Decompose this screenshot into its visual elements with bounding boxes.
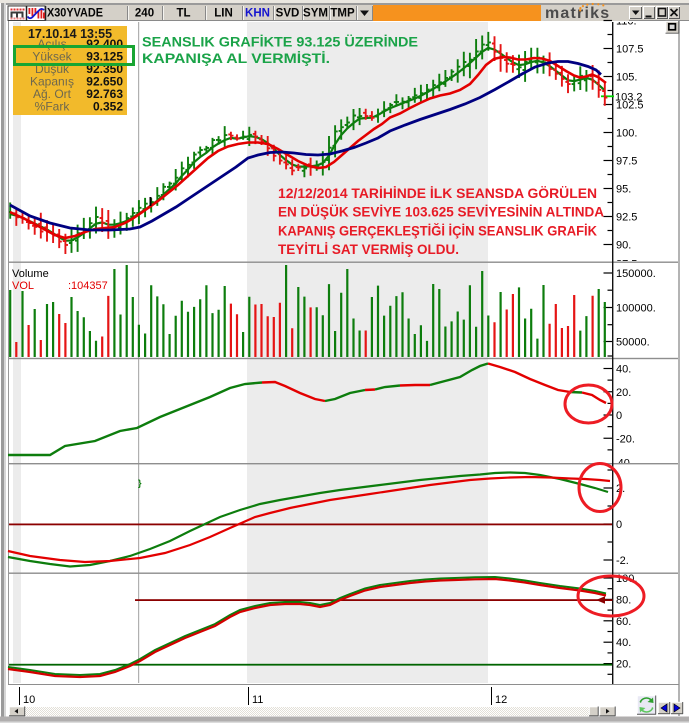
svg-text:150000.: 150000. <box>616 268 656 280</box>
svg-text:40.: 40. <box>616 364 631 376</box>
svg-text:240: 240 <box>135 8 154 20</box>
svg-text:TMP: TMP <box>330 8 355 20</box>
svg-text:10: 10 <box>23 694 35 706</box>
svg-text:-40.: -40. <box>614 458 633 470</box>
svg-text:Yüksek: Yüksek <box>32 50 72 64</box>
svg-text:KAPANIŞA AL VERMİŞTİ.: KAPANIŞA AL VERMİŞTİ. <box>142 51 330 66</box>
svg-text:Kapanış: Kapanış <box>30 75 74 89</box>
svg-text:17.10.14 13:55: 17.10.14 13:55 <box>28 27 112 41</box>
svg-text:0: 0 <box>616 519 622 531</box>
svg-text:0: 0 <box>616 410 622 422</box>
svg-text:matriks: matriks <box>545 5 610 22</box>
svg-text:12/12/2014 TARİHİNDE İLK SEANS: 12/12/2014 TARİHİNDE İLK SEANSDA GÖRÜLEN <box>278 186 597 201</box>
svg-text:LIN: LIN <box>214 8 233 20</box>
svg-text:60.: 60. <box>616 616 631 628</box>
svg-text:SVD: SVD <box>276 8 300 20</box>
svg-text:80.: 80. <box>616 594 631 606</box>
svg-text:100.: 100. <box>616 128 637 140</box>
svg-text:103.2: 103.2 <box>615 92 643 104</box>
svg-text:12: 12 <box>495 694 507 706</box>
svg-text:KHN: KHN <box>245 8 270 20</box>
svg-text:}: } <box>138 478 142 488</box>
svg-text:TL: TL <box>176 8 190 20</box>
svg-text:-20.: -20. <box>616 433 635 445</box>
svg-text:40.: 40. <box>616 637 631 649</box>
svg-text:92.5: 92.5 <box>616 212 637 224</box>
svg-text:11: 11 <box>252 694 263 706</box>
svg-text:87.5: 87.5 <box>616 258 637 270</box>
svg-text:0.352: 0.352 <box>93 100 123 114</box>
svg-text::104357: :104357 <box>68 280 108 292</box>
svg-text:102.5: 102.5 <box>616 100 644 112</box>
svg-text:SEANSLIK GRAFİKTE 93.125 ÜZERİ: SEANSLIK GRAFİKTE 93.125 ÜZERİNDE <box>142 35 418 50</box>
svg-text:105.: 105. <box>616 72 637 84</box>
svg-text:110.: 110. <box>616 16 637 28</box>
svg-text:SYM: SYM <box>303 8 328 20</box>
svg-text:Ağ. Ort: Ağ. Ort <box>33 87 72 101</box>
svg-text:X30YVADE: X30YVADE <box>47 8 103 20</box>
svg-text:93.125: 93.125 <box>86 50 123 64</box>
svg-text:107.5: 107.5 <box>616 44 644 56</box>
svg-text:KAPANIŞ GERÇEKLEŞTİĞİ İÇİN SEA: KAPANIŞ GERÇEKLEŞTİĞİ İÇİN SEANSLIK GRAF… <box>278 223 597 238</box>
svg-text:Volume: Volume <box>12 268 49 280</box>
svg-text:20.: 20. <box>616 659 631 671</box>
svg-text:97.5: 97.5 <box>616 156 637 168</box>
svg-text:92.650: 92.650 <box>86 75 123 89</box>
svg-text:92.763: 92.763 <box>86 87 123 101</box>
svg-text:90.: 90. <box>616 240 631 252</box>
svg-text:VOL: VOL <box>12 280 34 292</box>
svg-text:100000.: 100000. <box>616 303 656 315</box>
svg-text:%Fark: %Fark <box>35 100 71 114</box>
svg-text:20.: 20. <box>616 387 631 399</box>
svg-text:EN DÜŞÜK SEVİYE 103.625 SEVİYE: EN DÜŞÜK SEVİYE 103.625 SEVİYESİNİN ALTI… <box>278 205 604 220</box>
svg-text:TEYİTLİ SAT VERMİŞ OLDU.: TEYİTLİ SAT VERMİŞ OLDU. <box>278 242 459 257</box>
svg-text:-2.: -2. <box>616 555 629 567</box>
svg-text:95.: 95. <box>616 184 631 196</box>
svg-text:50000.: 50000. <box>616 337 650 349</box>
